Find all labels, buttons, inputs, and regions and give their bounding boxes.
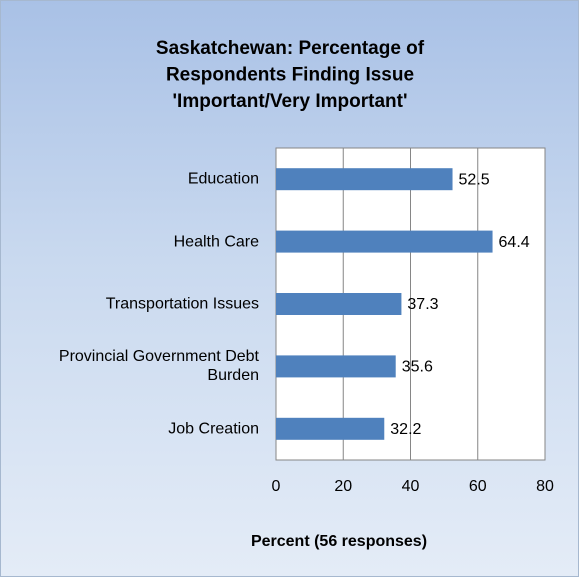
bar — [276, 230, 493, 253]
value-label: 52.5 — [459, 171, 490, 188]
x-axis-title: Percent (56 responses) — [251, 533, 427, 550]
chart-title: Saskatchewan: Percentage of — [156, 38, 425, 59]
chart-title: 'Important/Very Important' — [173, 91, 408, 112]
x-tick-label: 40 — [402, 478, 420, 495]
bar — [276, 168, 453, 191]
bar — [276, 293, 402, 315]
y-tick-label: Job Creation — [168, 420, 259, 438]
y-tick-label: Health Care — [173, 233, 259, 251]
x-tick-label: 60 — [469, 478, 487, 495]
bar — [276, 355, 396, 378]
y-tick-label: Provincial Government Debt Burden — [58, 348, 259, 385]
x-tick-label: 0 — [272, 478, 281, 495]
y-tick-label: Education — [187, 170, 259, 188]
value-label: 37.3 — [407, 296, 438, 313]
y-tick-label: Transportation Issues — [105, 295, 259, 313]
x-tick-label: 20 — [334, 478, 352, 495]
chart-title: Respondents Finding Issue — [166, 65, 414, 86]
bar — [276, 417, 385, 440]
value-label: 35.6 — [402, 359, 433, 376]
value-label: 64.4 — [499, 234, 530, 251]
value-label: 32.2 — [390, 421, 421, 438]
x-tick-label: 80 — [536, 478, 554, 495]
